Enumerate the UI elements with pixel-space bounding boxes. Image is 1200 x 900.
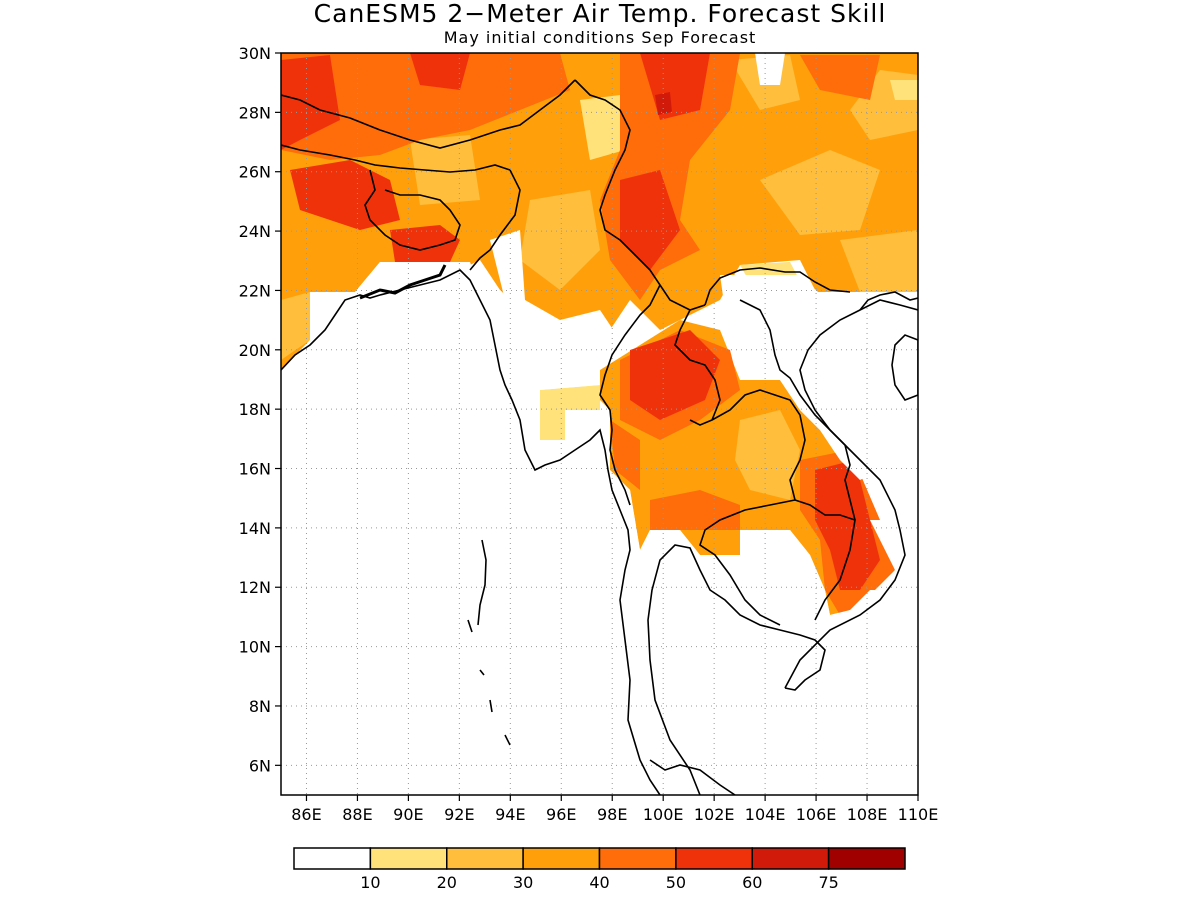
lon-label: 90E [393,805,423,824]
skill-region-50-60-bangladesh [390,225,460,262]
lat-label: 14N [239,519,271,538]
skill-mask-bay-of-bengal [281,262,918,795]
colorbar-label: 10 [360,873,380,892]
border-laos-vietnam [739,299,856,521]
map-subtitle: May initial conditions Sep Forecast [443,28,757,47]
coastline-hainan [891,334,918,401]
lat-label: 24N [239,222,271,241]
lon-label: 106E [796,805,837,824]
border-thailand-malaysia [649,759,736,795]
lat-label: 16N [239,460,271,479]
map-frame [280,52,919,796]
colorbar-label: 50 [666,873,686,892]
skill-region-50-60-laos [630,330,720,420]
skill-region-50-60-west [281,55,340,150]
skill-mask-myanmar-central [490,230,620,370]
coastline-nicobar [479,669,511,746]
border-china-myanmar [574,79,706,311]
lat-label: 20N [239,341,271,360]
lat-label: 22N [239,281,271,300]
colorbar-label: 20 [437,873,457,892]
colorbar-swatch [522,847,601,870]
lat-label: 10N [239,638,271,657]
skill-region-40-50-north [281,53,570,160]
lat-label: 8N [249,697,271,716]
lat-label: 12N [239,578,271,597]
lon-label: 110E [898,805,939,824]
skill-region-20-30-d [840,230,918,292]
coastline-china-south [859,291,918,311]
skill-region-20-30-b [520,190,600,290]
border-india-bangladesh-north [281,144,511,173]
lon-label: 100E [643,805,684,824]
skill-region-10-20-myanmar [540,385,600,440]
border-myanmar-thailand [599,284,661,506]
skill-region-40-50-thai-west [610,420,640,490]
border-india-myanmar [469,169,521,271]
skill-region-40-50-hub [800,55,880,100]
skill-mask-tonle-sap [740,530,800,560]
colorbar-swatch [369,847,448,870]
skill-mask-vietnam-east [870,520,918,590]
colorbar-swatch [598,847,677,870]
latitude-labels: 30N 28N 26N 24N 22N 20N 18N 16N 14N 12N 10N 8N 6N [239,44,281,775]
colorbar-label: 40 [589,873,609,892]
border-nepal-bhutan [281,79,576,149]
skill-field [281,53,918,795]
lat-label: 28N [239,103,271,122]
border-laos-thailand [674,309,806,501]
lat-label: 26N [239,163,271,182]
lon-label: 86E [291,805,321,824]
lat-label: 6N [249,756,271,775]
skill-region-50-60-yunnan [620,170,680,270]
skill-region-20-30-c [760,150,880,235]
lon-label: 94E [495,805,525,824]
colorbar-swatch [446,847,524,870]
colorbar: 10 20 30 40 50 60 75 [293,847,906,892]
skill-region-20-30-e [410,135,480,205]
colorbar-swatch [751,847,830,870]
skill-region-20-30-f [281,292,310,360]
coastline-andaman-islands [467,539,487,633]
colorbar-swatch [293,847,372,870]
colorbar-label: 30 [513,873,533,892]
coastline-bangladesh-delta [359,264,447,300]
lon-label: 108E [847,805,888,824]
skill-region-50-60-tibet [410,53,470,90]
coastline-thailand-gulf [647,544,826,795]
lat-label: 18N [239,400,271,419]
lon-label: 98E [597,805,627,824]
skill-region-below-10-north [755,53,785,85]
colorbar-swatch [675,847,753,870]
colorbar-swatch [827,847,906,870]
lat-label: 30N [239,44,271,63]
country-borders [281,79,856,795]
colorbar-label: 75 [818,873,838,892]
lon-label: 88E [342,805,372,824]
skill-region-40-50-cambodia [650,490,740,530]
lon-label: 96E [546,805,576,824]
graticule [281,53,918,795]
border-china-laos-vietnam [704,267,851,306]
map-title: CanESM5 2−Meter Air Temp. Forecast Skill [313,0,887,28]
skill-region-10-20-a [580,95,625,160]
skill-mask-gulf-of-tonkin [720,275,918,480]
border-bangladesh [364,169,461,251]
skill-region-10-20-b [890,80,918,100]
skill-region-50-60-vietnam [815,460,880,590]
skill-region-20-30-thai [735,410,800,500]
lon-label: 92E [444,805,474,824]
lon-label: 102E [694,805,735,824]
colorbar-label: 60 [742,873,762,892]
lon-label: 104E [745,805,786,824]
border-cambodia [699,499,856,626]
coastline-india-east [281,269,661,795]
longitude-labels: 86E 88E 90E 92E 94E 96E 98E 100E 102E 104E 106E 108… [291,795,938,824]
